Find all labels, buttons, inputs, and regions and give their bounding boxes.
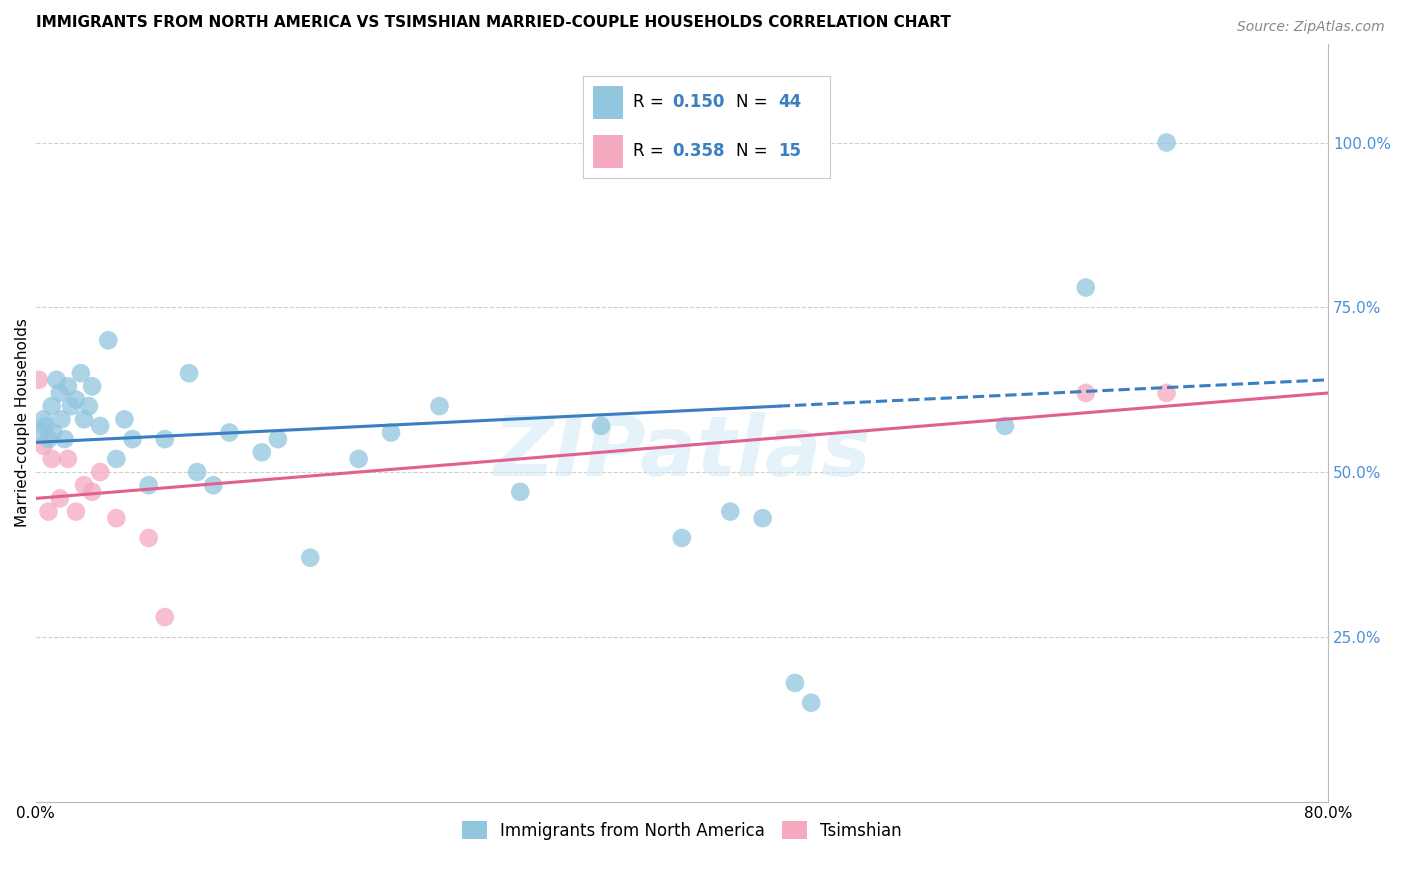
Point <box>32 412 55 426</box>
Point <box>218 425 240 440</box>
Point <box>138 478 160 492</box>
Point <box>65 392 87 407</box>
Point <box>53 432 76 446</box>
Y-axis label: Married-couple Households: Married-couple Households <box>15 318 30 527</box>
Point <box>153 610 176 624</box>
Point <box>1156 136 1178 150</box>
Bar <box>593 87 623 119</box>
Point <box>202 478 225 492</box>
Point <box>800 696 823 710</box>
Point <box>267 432 290 446</box>
Point <box>32 439 55 453</box>
Point <box>49 386 72 401</box>
Point <box>751 511 773 525</box>
Point <box>49 491 72 506</box>
Point <box>60 399 83 413</box>
Point <box>299 550 322 565</box>
Point <box>82 484 104 499</box>
Point <box>28 373 51 387</box>
Point <box>250 445 273 459</box>
Point <box>138 531 160 545</box>
Point <box>82 379 104 393</box>
Point <box>37 505 59 519</box>
Point <box>37 432 59 446</box>
Point <box>105 511 128 525</box>
Point <box>429 399 451 413</box>
Point <box>97 333 120 347</box>
Point <box>186 465 208 479</box>
Text: N =: N = <box>737 93 773 111</box>
Point <box>105 451 128 466</box>
Point <box>177 366 200 380</box>
Point <box>121 432 143 446</box>
Point <box>589 418 612 433</box>
Point <box>56 379 79 393</box>
Point <box>1156 386 1178 401</box>
Point <box>45 373 67 387</box>
Point <box>1074 386 1097 401</box>
Text: 44: 44 <box>778 93 801 111</box>
Text: 0.150: 0.150 <box>672 93 724 111</box>
Text: R =: R = <box>633 93 669 111</box>
Point <box>509 484 531 499</box>
Point <box>783 676 806 690</box>
Point <box>89 418 111 433</box>
Point <box>65 505 87 519</box>
Legend: Immigrants from North America, Tsimshian: Immigrants from North America, Tsimshian <box>456 814 908 847</box>
Point <box>34 418 56 433</box>
Point <box>89 465 111 479</box>
Point <box>41 451 63 466</box>
Bar <box>593 136 623 168</box>
Text: N =: N = <box>737 142 773 161</box>
Point <box>69 366 91 380</box>
Point <box>73 412 96 426</box>
Point <box>994 418 1017 433</box>
Text: 0.358: 0.358 <box>672 142 724 161</box>
Point <box>347 451 370 466</box>
Point <box>77 399 100 413</box>
Text: R =: R = <box>633 142 669 161</box>
Point <box>56 451 79 466</box>
Point <box>73 478 96 492</box>
Point <box>153 432 176 446</box>
Point <box>718 505 741 519</box>
Text: ZIPatlas: ZIPatlas <box>494 412 870 493</box>
Point <box>41 399 63 413</box>
Point <box>51 412 73 426</box>
Point <box>112 412 135 426</box>
Point <box>42 425 65 440</box>
Text: IMMIGRANTS FROM NORTH AMERICA VS TSIMSHIAN MARRIED-COUPLE HOUSEHOLDS CORRELATION: IMMIGRANTS FROM NORTH AMERICA VS TSIMSHI… <box>35 15 950 30</box>
Point <box>380 425 402 440</box>
Point <box>671 531 693 545</box>
Point <box>30 425 52 440</box>
Point <box>1074 280 1097 294</box>
Text: Source: ZipAtlas.com: Source: ZipAtlas.com <box>1237 20 1385 34</box>
Text: 15: 15 <box>778 142 801 161</box>
